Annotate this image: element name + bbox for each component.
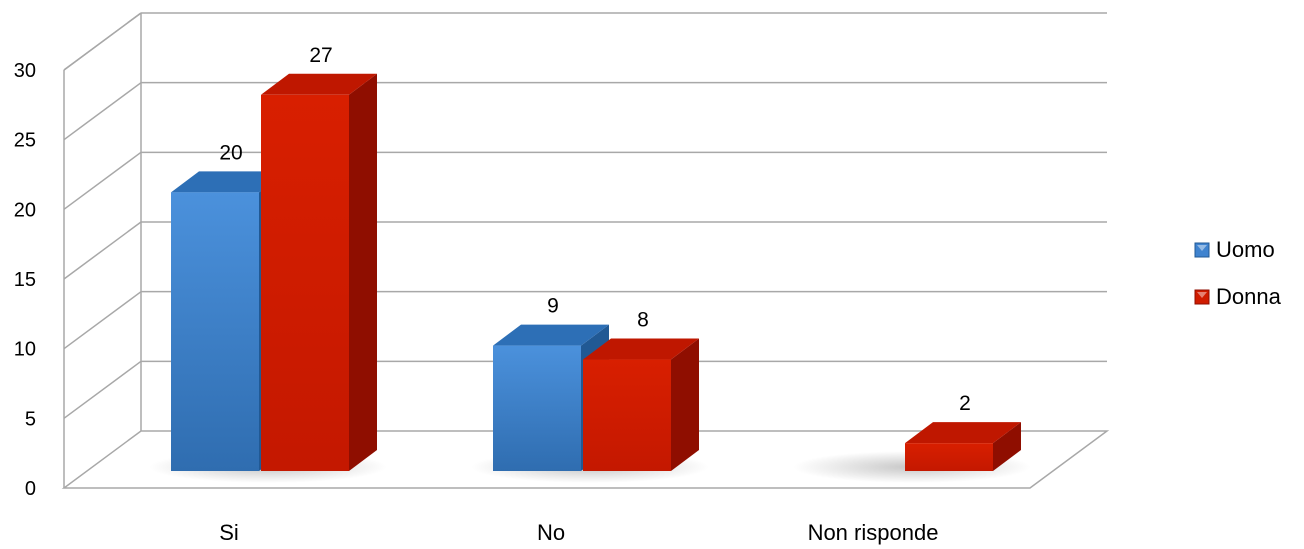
x-category-label: Si [219, 520, 239, 545]
bar-front [261, 94, 349, 472]
gridline-side [63, 151, 142, 210]
y-tick-label: 20 [14, 199, 36, 221]
x-axis-categories: Si No Non risponde [219, 520, 938, 545]
bar-top [493, 324, 609, 346]
data-label: 2 [959, 392, 971, 415]
bar-donna-non-risponde [905, 422, 1021, 471]
data-label: 20 [219, 141, 242, 164]
bar-side [671, 338, 699, 471]
data-label: 27 [309, 44, 332, 67]
y-tick-label: 25 [14, 130, 36, 152]
legend-item-donna: Donna [1194, 284, 1282, 309]
gridline-side [63, 360, 142, 419]
bar-donna-si [261, 73, 377, 472]
data-labels: 20 27 9 8 2 [219, 44, 971, 415]
gridline-side [63, 221, 142, 280]
gridline-side [63, 82, 142, 141]
bar-front [583, 359, 671, 471]
x-category-label: Non risponde [808, 520, 939, 545]
legend-label: Donna [1216, 284, 1282, 309]
bar-top [261, 73, 377, 95]
bar-side [349, 73, 377, 472]
bar-front [493, 345, 581, 471]
bar-donna-no [583, 338, 699, 471]
legend-swatch [1194, 289, 1210, 305]
bar-top [171, 171, 287, 193]
bar-front [905, 443, 993, 471]
bar-top [905, 422, 1021, 444]
legend-swatch-highlight [1197, 245, 1207, 251]
axes [63, 13, 142, 488]
legend-swatch-highlight [1197, 292, 1207, 298]
y-tick-label: 5 [25, 408, 36, 430]
gridline-side [63, 291, 142, 350]
data-label: 8 [637, 309, 649, 332]
y-axis-ticks: 0 5 10 15 20 25 30 [14, 60, 36, 500]
bar-front [171, 192, 259, 472]
bars [149, 73, 1031, 483]
legend-swatch [1194, 242, 1210, 258]
data-label: 9 [547, 295, 559, 318]
y-tick-label: 0 [25, 478, 36, 500]
x-category-label: No [537, 520, 565, 545]
bar-top [583, 338, 699, 360]
y-tick-label: 10 [14, 339, 36, 361]
legend-item-uomo: Uomo [1194, 237, 1275, 262]
wall-top-side [63, 12, 142, 71]
legend: Uomo Donna [1194, 237, 1282, 309]
y-tick-label: 30 [14, 60, 36, 82]
bar-side [993, 422, 1021, 471]
legend-label: Uomo [1216, 237, 1275, 262]
y-tick-label: 15 [14, 269, 36, 291]
